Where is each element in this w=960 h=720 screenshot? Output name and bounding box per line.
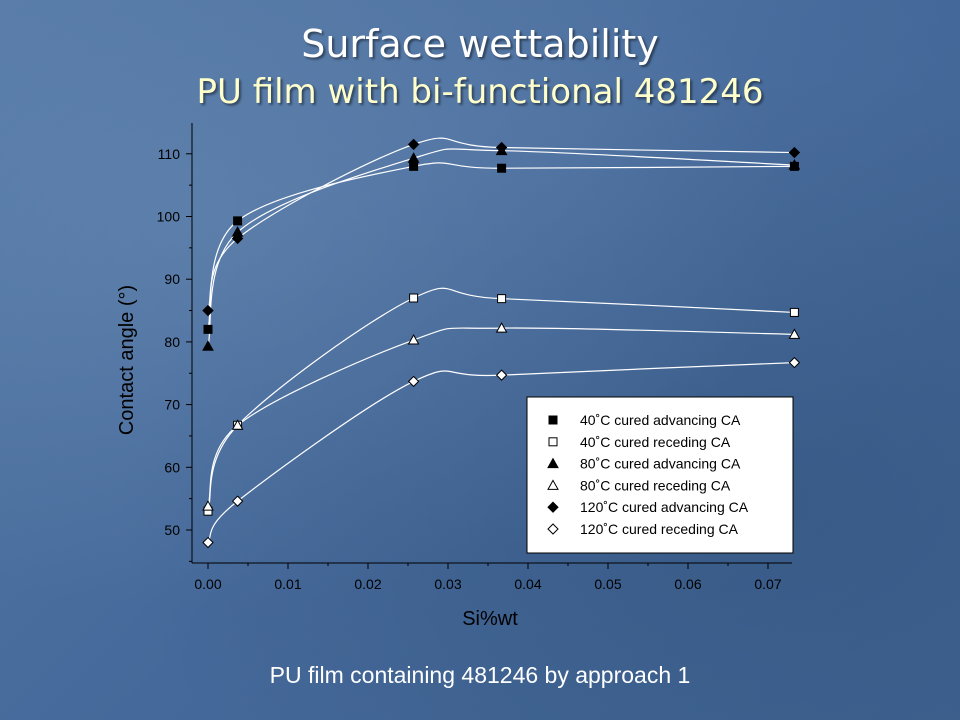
y-tick-label: 80 — [164, 334, 180, 350]
slide-title: Surface wettability — [301, 22, 659, 66]
x-tick-label: 0.07 — [754, 576, 781, 592]
data-point — [788, 159, 801, 170]
data-point — [788, 146, 801, 159]
data-point — [231, 232, 244, 245]
x-tick-label: 0.06 — [674, 576, 701, 592]
y-tick-label: 90 — [164, 271, 180, 287]
data-point — [495, 369, 508, 381]
legend-label: 40˚C cured advancing CA — [580, 412, 741, 428]
x-tick-label: 0.05 — [594, 576, 621, 592]
data-point — [789, 307, 799, 317]
x-tick-label: 0.01 — [274, 576, 301, 592]
y-tick-label: 60 — [164, 459, 180, 475]
data-point — [202, 536, 214, 549]
x-tick-label: 0.03 — [434, 576, 461, 592]
data-point — [203, 324, 213, 334]
data-point — [202, 500, 214, 511]
data-point — [231, 419, 244, 430]
legend-marker — [547, 479, 559, 490]
data-point — [495, 141, 508, 154]
legend-label: 120˚C cured receding CA — [580, 521, 739, 537]
y-tick-label: 100 — [157, 209, 181, 225]
legend-label: 40˚C cured receding CA — [580, 434, 731, 450]
slide-caption: PU film containing 481246 by approach 1 — [269, 662, 691, 688]
data-point — [497, 294, 507, 304]
data-point — [409, 293, 419, 303]
legend-box — [526, 396, 794, 554]
data-point — [407, 375, 420, 388]
data-point — [788, 328, 801, 339]
data-point — [233, 216, 243, 226]
fit-curve — [207, 162, 795, 330]
chart-legend: 40˚C cured advancing CA 40˚C cured recedi… — [526, 396, 794, 554]
x-tick-label: 0.00 — [194, 576, 221, 592]
fit-curve — [207, 287, 795, 512]
x-axis-label: Si%wt — [462, 608, 518, 630]
x-tick-label: 0.04 — [514, 576, 541, 592]
data-point — [497, 163, 507, 173]
legend-marker — [547, 523, 559, 535]
data-point — [202, 304, 214, 317]
data-point — [231, 495, 244, 507]
legend-marker — [548, 415, 558, 425]
y-tick-label: 110 — [158, 146, 181, 162]
legend-label: 80˚C cured receding CA — [580, 477, 731, 493]
legend-marker — [548, 437, 558, 447]
legend-label: 80˚C cured advancing CA — [580, 456, 741, 472]
chart-axes: 50 60 70 80 90 100 110 0.00 0.01 0.02 0.03 0.04 0.05… — [157, 123, 792, 592]
y-tick-label: 50 — [164, 522, 180, 538]
data-markers — [202, 138, 801, 549]
data-point — [407, 333, 420, 345]
slide-subtitle: PU film with bi-functional 481246 — [196, 72, 764, 112]
data-point — [407, 152, 420, 163]
x-tick-label: 0.02 — [354, 576, 381, 592]
legend-label: 120˚C cured advancing CA — [580, 499, 749, 515]
fit-curve — [207, 148, 795, 347]
y-tick-label: 70 — [164, 397, 180, 413]
data-point — [409, 161, 419, 171]
data-point — [495, 322, 508, 333]
legend-marker — [547, 501, 559, 513]
data-point — [202, 340, 214, 351]
y-axis-label: Contact angle (°) — [116, 285, 138, 435]
data-point — [788, 356, 801, 369]
data-point — [407, 138, 420, 151]
legend-marker — [547, 457, 559, 469]
fit-curve — [207, 137, 795, 311]
